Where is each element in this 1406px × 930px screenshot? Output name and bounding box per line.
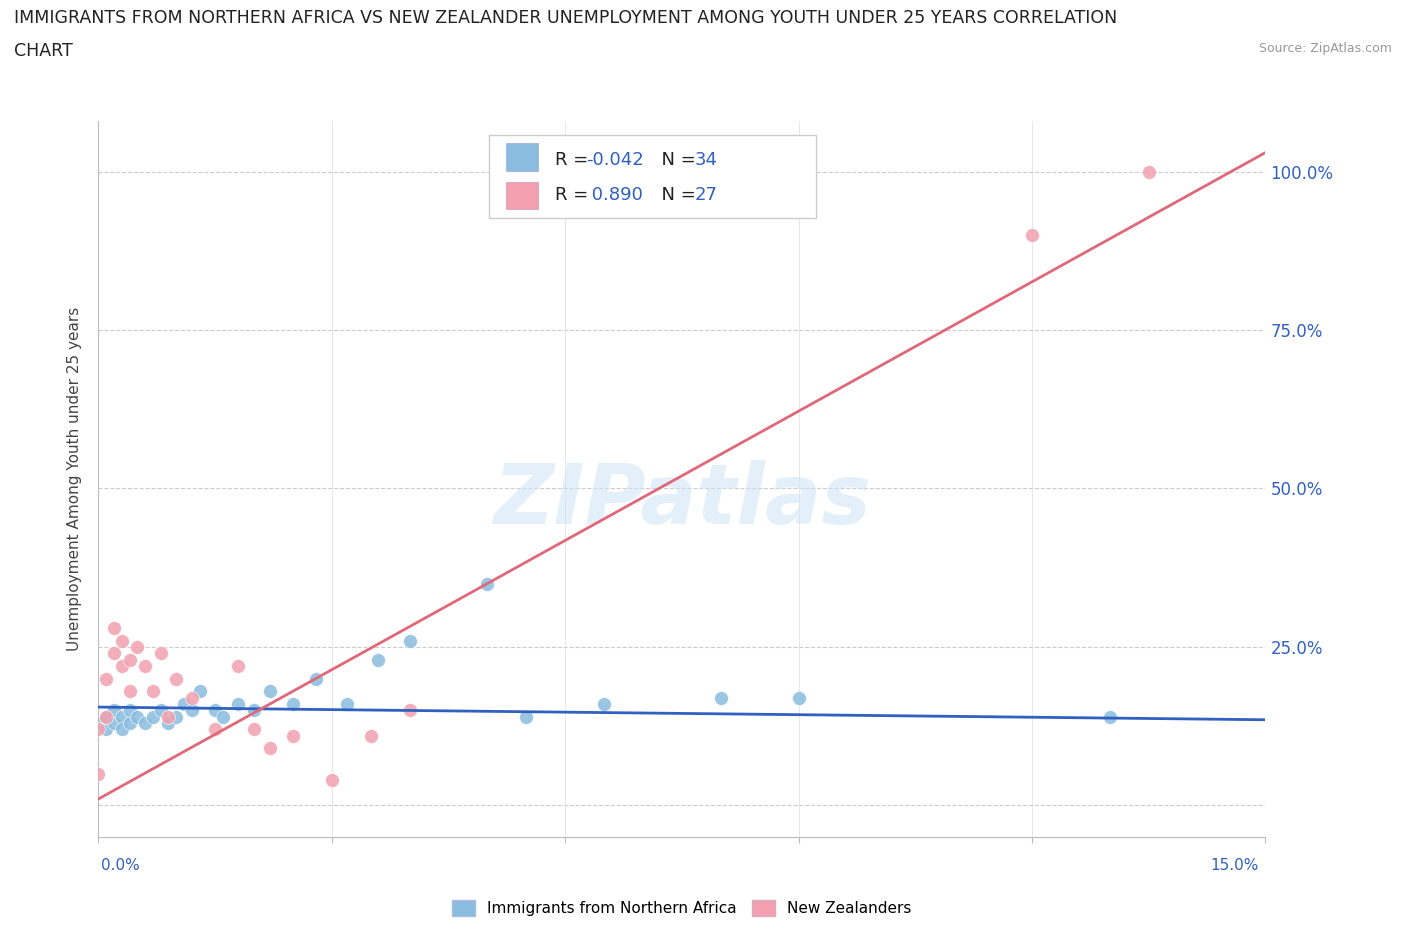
- Point: [515, 710, 537, 724]
- Point: [180, 690, 202, 705]
- Point: [204, 722, 226, 737]
- Point: [127, 640, 149, 655]
- Point: [96, 710, 118, 724]
- Point: [111, 710, 134, 724]
- Point: [212, 710, 235, 724]
- Point: [173, 697, 195, 711]
- Point: [259, 741, 281, 756]
- Y-axis label: Unemployment Among Youth under 25 years: Unemployment Among Youth under 25 years: [67, 307, 83, 651]
- Point: [118, 703, 141, 718]
- Point: [228, 658, 250, 673]
- Point: [1137, 165, 1160, 179]
- Point: [127, 710, 149, 724]
- Point: [367, 652, 389, 667]
- Point: [103, 715, 125, 730]
- Point: [134, 658, 156, 673]
- Point: [398, 703, 420, 718]
- Point: [87, 722, 110, 737]
- Text: CHART: CHART: [14, 42, 73, 60]
- Point: [360, 728, 382, 743]
- Text: R =: R =: [555, 151, 593, 169]
- Point: [787, 690, 810, 705]
- Point: [188, 684, 211, 698]
- Point: [477, 576, 499, 591]
- Point: [281, 697, 304, 711]
- Point: [1021, 228, 1043, 243]
- Point: [243, 722, 266, 737]
- Point: [111, 633, 134, 648]
- Point: [321, 773, 343, 788]
- Point: [204, 703, 226, 718]
- Point: [142, 684, 165, 698]
- Point: [118, 684, 141, 698]
- Point: [165, 710, 187, 724]
- Point: [96, 671, 118, 686]
- Point: [103, 645, 125, 660]
- Point: [103, 620, 125, 635]
- Text: -0.042: -0.042: [586, 151, 644, 169]
- Point: [259, 684, 281, 698]
- Point: [149, 645, 172, 660]
- FancyBboxPatch shape: [489, 135, 815, 218]
- Point: [228, 697, 250, 711]
- FancyBboxPatch shape: [506, 143, 538, 170]
- Point: [96, 722, 118, 737]
- Point: [336, 697, 359, 711]
- Text: Source: ZipAtlas.com: Source: ZipAtlas.com: [1258, 42, 1392, 55]
- Point: [118, 715, 141, 730]
- Point: [157, 715, 180, 730]
- Point: [87, 715, 110, 730]
- FancyBboxPatch shape: [506, 182, 538, 209]
- Point: [111, 722, 134, 737]
- Point: [111, 658, 134, 673]
- Point: [87, 766, 110, 781]
- Text: IMMIGRANTS FROM NORTHERN AFRICA VS NEW ZEALANDER UNEMPLOYMENT AMONG YOUTH UNDER : IMMIGRANTS FROM NORTHERN AFRICA VS NEW Z…: [14, 9, 1118, 27]
- Text: R =: R =: [555, 186, 593, 205]
- Point: [1098, 710, 1121, 724]
- Point: [243, 703, 266, 718]
- Text: N =: N =: [651, 186, 702, 205]
- Point: [281, 728, 304, 743]
- Point: [305, 671, 328, 686]
- Point: [398, 633, 420, 648]
- Point: [593, 697, 616, 711]
- Point: [157, 710, 180, 724]
- Text: 0.890: 0.890: [586, 186, 643, 205]
- Point: [165, 671, 187, 686]
- Point: [118, 652, 141, 667]
- Text: N =: N =: [651, 151, 702, 169]
- Point: [134, 715, 156, 730]
- Text: 34: 34: [695, 151, 717, 169]
- Legend: Immigrants from Northern Africa, New Zealanders: Immigrants from Northern Africa, New Zea…: [446, 895, 918, 923]
- Point: [180, 703, 202, 718]
- Point: [96, 710, 118, 724]
- Text: 27: 27: [695, 186, 717, 205]
- Point: [710, 690, 733, 705]
- Text: 15.0%: 15.0%: [1211, 857, 1258, 872]
- Point: [149, 703, 172, 718]
- Point: [142, 710, 165, 724]
- Text: 0.0%: 0.0%: [101, 857, 141, 872]
- Text: ZIPatlas: ZIPatlas: [494, 460, 870, 541]
- Point: [103, 703, 125, 718]
